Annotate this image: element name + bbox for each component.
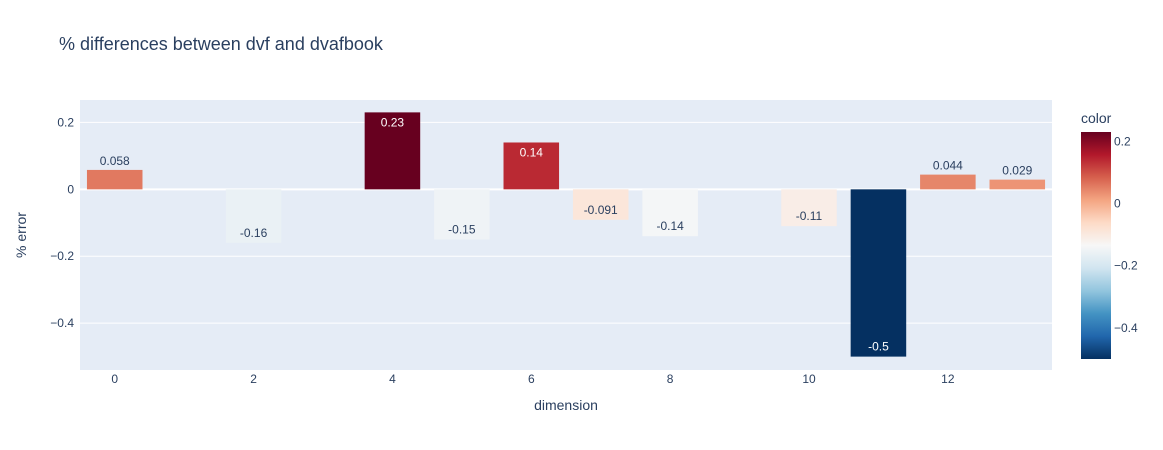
- chart-title: % differences between dvf and dvafbook: [59, 34, 384, 54]
- bar[interactable]: [86, 169, 143, 190]
- bar-label: -0.14: [656, 219, 684, 233]
- bars: [86, 112, 1046, 357]
- bar[interactable]: [642, 189, 698, 237]
- bar-label: -0.091: [584, 203, 618, 217]
- x-tick-label: 8: [667, 372, 674, 386]
- bar[interactable]: [503, 142, 560, 190]
- bar[interactable]: [781, 189, 837, 227]
- colorbar-tick-label: −0.4: [1114, 321, 1138, 335]
- bar-label: -0.16: [240, 226, 268, 240]
- y-tick-label: 0.2: [57, 115, 74, 129]
- y-tick-label: 0: [67, 182, 74, 196]
- x-axis-ticks: 0 2 4 6 8 10 12: [111, 372, 954, 386]
- bar[interactable]: [572, 189, 629, 220]
- bar[interactable]: [364, 112, 421, 190]
- bar-labels: 0.058 -0.16 0.23 -0.15 0.14 -0.091 -0.14 -0.11 -…: [100, 115, 1033, 353]
- colorbar-tick-label: −0.2: [1114, 259, 1138, 273]
- x-tick-label: 2: [250, 372, 257, 386]
- colorbar-ticks: 0.2 0 −0.2 −0.4: [1114, 134, 1138, 335]
- bar[interactable]: [434, 189, 490, 240]
- bar-label: 0.029: [1002, 164, 1032, 178]
- x-tick-label: 10: [802, 372, 816, 386]
- x-tick-label: 6: [528, 372, 535, 386]
- bar-label: 0.23: [381, 115, 405, 129]
- bar[interactable]: [989, 179, 1046, 190]
- y-axis-ticks: 0.2 0 −0.2 −0.4: [50, 115, 74, 330]
- x-axis-title: dimension: [534, 397, 598, 413]
- bar-label: 0.14: [520, 145, 544, 159]
- bar[interactable]: [850, 189, 907, 357]
- colorbar-tick-label: 0.2: [1114, 134, 1131, 148]
- x-tick-label: 12: [941, 372, 955, 386]
- colorbar: [1081, 132, 1111, 359]
- colorbar-title: color: [1081, 110, 1112, 126]
- y-axis-title: % error: [13, 212, 29, 258]
- y-tick-label: −0.4: [50, 316, 74, 330]
- colorbar-tick-label: 0: [1114, 197, 1121, 211]
- x-tick-label: 0: [111, 372, 118, 386]
- bar-label: -0.11: [796, 209, 823, 223]
- bar-label: -0.15: [448, 223, 476, 237]
- y-tick-label: −0.2: [50, 249, 74, 263]
- bar[interactable]: [920, 174, 976, 190]
- bar-label: 0.058: [100, 154, 130, 168]
- bar[interactable]: [225, 189, 282, 243]
- x-tick-label: 4: [389, 372, 396, 386]
- bar-label: 0.044: [933, 159, 963, 173]
- bar-label: -0.5: [868, 340, 889, 354]
